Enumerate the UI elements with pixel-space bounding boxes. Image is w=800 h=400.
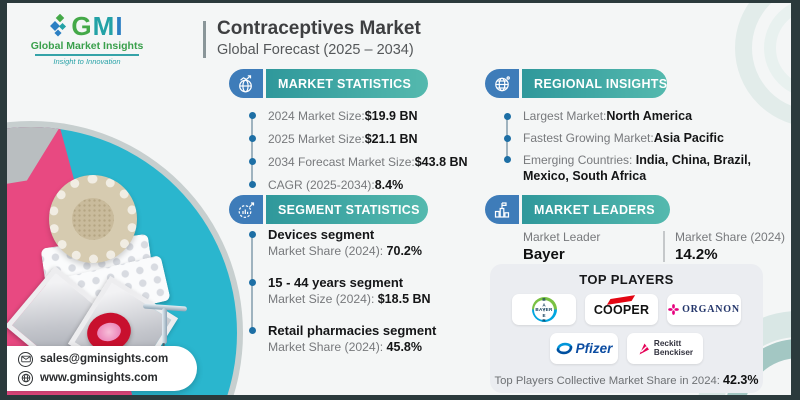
market-leaders-header: MARKET LEADERS [485,195,670,224]
market-leader-divider [663,231,665,262]
pill-dial-graphic [49,175,137,263]
stat-row: CAGR (2025-2034): 8.4% [248,173,468,196]
regional-insights-globe-icon [485,69,519,98]
market-share-value: 14.2% [675,246,718,263]
bullet-dot-icon [248,112,256,119]
market-leaders-banner: MARKET LEADERS [522,195,670,224]
contact-email[interactable]: sales@gminsights.com [40,353,169,365]
contact-email-row[interactable]: sales@gminsights.com [18,351,197,367]
reckitt-benckiser-logo: Reckitt Benckiser [627,333,703,364]
market-statistics-header: MARKET STATISTICS [229,69,428,98]
segment-statistics-list: Devices segment Market Share (2024): 70.… [248,227,473,371]
market-leader-block: Market Leader Bayer [523,230,600,263]
organon-flower-icon [668,304,679,315]
bullet-dot-icon [503,113,511,120]
top-players-row-1: BAYER BAYER COOPER ORGANON [490,294,763,325]
market-statistics-globe-chart-icon [229,69,263,98]
stat-row: 2025 Market Size: $21.1 BN [248,127,468,150]
segment-statistics-header: SEGMENT STATISTICS [229,195,428,224]
top-players-card: TOP PLAYERS BAYER BAYER COOPER [490,264,763,393]
thermometer-graphic [119,136,223,173]
bullet-dot-icon [248,279,256,286]
stat-row: 2034 Forecast Market Size: $43.8 BN [248,150,468,173]
page-title: Contraceptives Market [217,18,421,39]
bayer-logo: BAYER BAYER [512,294,576,325]
market-statistics-list: 2024 Market Size: $19.9 BN 2025 Market S… [248,104,468,196]
bullet-dot-icon [503,156,511,163]
bullet-dot-icon [248,327,256,334]
contact-website[interactable]: www.gminsights.com [40,372,158,384]
market-leaders-podium-icon [485,195,519,224]
bullet-dot-icon [248,181,256,188]
segment-statistics-pie-icon [229,195,263,224]
cooper-logo: COOPER [585,294,658,325]
pill-dial-core [72,198,114,240]
contact-card: sales@gminsights.com www.gminsights.com [7,346,197,391]
market-leader-name: Bayer [523,246,565,263]
bullet-dot-icon [248,135,256,142]
regional-insights-banner: REGIONAL INSIGHTS [522,69,667,98]
gmi-logo: GMI Global Market Insights Insight to In… [23,13,151,66]
segment-statistics-banner: SEGMENT STATISTICS [266,195,428,224]
website-globe-icon [18,370,33,386]
segment-item: 15 - 44 years segment Market Size (2024)… [248,275,473,309]
organon-logo: ORGANON [667,294,741,325]
reckitt-kite-icon [639,343,649,354]
gmi-diamonds-icon [50,14,67,37]
logo-company-name: Global Market Insights [30,40,144,52]
timeline-line [251,116,253,185]
regional-insights-header: REGIONAL INSIGHTS [485,69,667,98]
bullet-dot-icon [248,231,256,238]
region-row: Largest Market: North America [503,105,759,127]
bullet-dot-icon [248,158,256,165]
market-leader-label: Market Leader [523,230,601,244]
contact-website-row[interactable]: www.gminsights.com [18,370,197,386]
top-players-title: TOP PLAYERS [579,272,674,287]
top-players-row-2: Pfizer Reckitt Benckiser [490,333,763,364]
stat-row: 2024 Market Size: $19.9 BN [248,104,468,127]
title-divider [203,21,206,58]
logo-divider [35,54,139,56]
iud-graphic [162,308,167,344]
logo-tagline: Insight to Innovation [53,56,121,66]
market-share-block: Market Share (2024) 14.2% [675,230,785,263]
pfizer-logo: Pfizer [550,333,618,364]
bayer-cross-icon: BAYER BAYER [531,297,557,324]
pfizer-swoosh-icon [556,342,572,355]
page-subtitle: Global Forecast (2025 – 2034) [217,42,414,58]
bullet-dot-icon [503,135,511,142]
market-share-label: Market Share (2024) [675,230,786,244]
market-statistics-banner: MARKET STATISTICS [266,69,428,98]
region-row: Fastest Growing Market: Asia Pacific [503,127,759,149]
segment-item: Devices segment Market Share (2024): 70.… [248,227,473,261]
email-icon [18,351,33,367]
regional-insights-list: Largest Market: North America Fastest Gr… [503,105,759,184]
segment-item: Retail pharmacies segment Market Share (… [248,323,473,357]
logo-text: GMI [71,11,124,41]
collective-share: Top Players Collective Market Share in 2… [494,373,759,387]
region-row: Emerging Countries: India, China, Brazil… [503,149,759,184]
